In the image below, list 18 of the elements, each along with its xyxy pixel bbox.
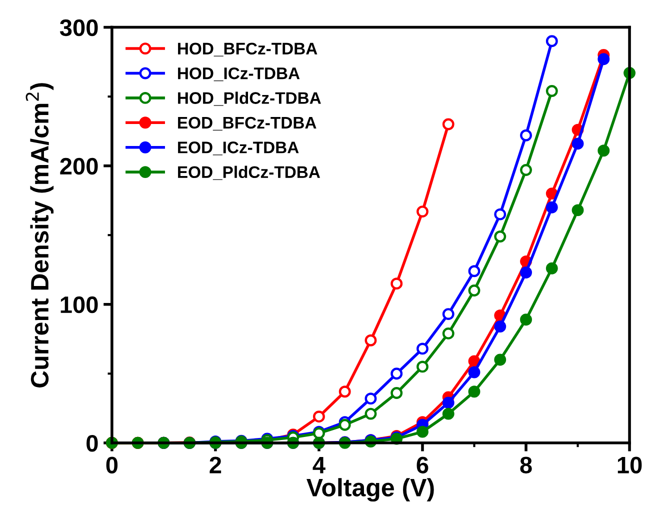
y-tick-label: 100	[60, 296, 98, 314]
legend-label: HOD_BFCz-TDBA	[178, 42, 318, 56]
y-axis-title: Current Density (mA/cm$^{2}$)	[26, 83, 54, 388]
y-tick-label: 300	[60, 19, 98, 36]
legend-label: EOD_BFCz-TDBA	[178, 116, 316, 131]
x-tick-label: 2	[210, 456, 222, 474]
legend-label: HOD_ICz-TDBA	[178, 67, 300, 82]
x-tick-label: 6	[416, 456, 428, 474]
y-tick-label: 200	[60, 158, 98, 175]
x-tick-label: 8	[520, 456, 532, 474]
x-tick-label: 10	[618, 456, 642, 474]
x-tick-label: 0	[106, 456, 118, 474]
legend-label: EOD_ICz-TDBA	[178, 142, 299, 156]
y-tick-label: 0	[86, 434, 98, 452]
x-tick-label: 4	[312, 456, 326, 474]
x-axis-title: Voltage (V)	[306, 478, 434, 502]
legend-label: EOD_PldCz-TDBA	[178, 166, 320, 180]
legend-label: HOD_PldCz-TDBA	[178, 92, 321, 106]
